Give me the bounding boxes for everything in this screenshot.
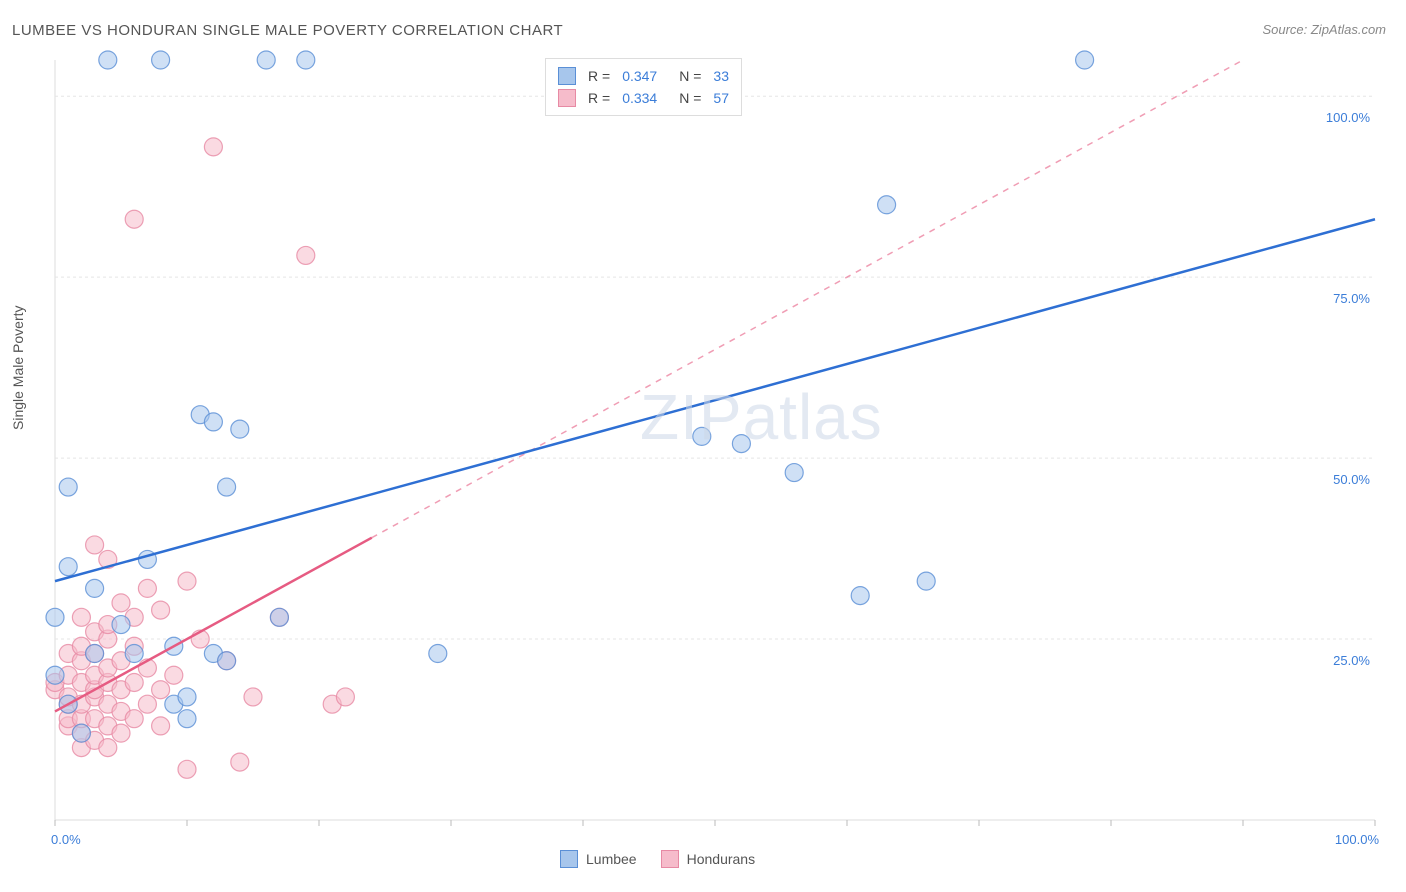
n-value-lumbee: 33 bbox=[713, 68, 729, 84]
legend-item-lumbee: Lumbee bbox=[560, 850, 637, 868]
legend-row-lumbee: R = 0.347 N = 33 bbox=[558, 65, 729, 87]
legend-row-hondurans: R = 0.334 N = 57 bbox=[558, 87, 729, 109]
r-label: R = bbox=[588, 90, 610, 106]
axis-tick-label: 0.0% bbox=[51, 832, 81, 847]
swatch-lumbee bbox=[560, 850, 578, 868]
swatch-hondurans bbox=[661, 850, 679, 868]
chart-area: 25.0%50.0%75.0%100.0%0.0%100.0% bbox=[45, 50, 1385, 840]
chart-title: LUMBEE VS HONDURAN SINGLE MALE POVERTY C… bbox=[12, 22, 563, 39]
axis-tick-label: 75.0% bbox=[1333, 291, 1370, 306]
legend-label: Hondurans bbox=[687, 851, 756, 867]
r-value-lumbee: 0.347 bbox=[622, 68, 657, 84]
r-label: R = bbox=[588, 68, 610, 84]
r-value-hondurans: 0.334 bbox=[622, 90, 657, 106]
n-value-hondurans: 57 bbox=[713, 90, 729, 106]
axis-tick-label: 100.0% bbox=[1326, 110, 1370, 125]
swatch-hondurans bbox=[558, 89, 576, 107]
correlation-legend: R = 0.347 N = 33 R = 0.334 N = 57 bbox=[545, 58, 742, 116]
axis-tick-label: 100.0% bbox=[1335, 832, 1379, 847]
series-legend: Lumbee Hondurans bbox=[560, 850, 755, 868]
n-label: N = bbox=[679, 68, 701, 84]
axis-tick-label: 25.0% bbox=[1333, 653, 1370, 668]
y-axis-label: Single Male Poverty bbox=[10, 305, 26, 430]
source-attribution: Source: ZipAtlas.com bbox=[1262, 22, 1386, 37]
axis-tick-label: 50.0% bbox=[1333, 472, 1370, 487]
legend-item-hondurans: Hondurans bbox=[661, 850, 756, 868]
legend-label: Lumbee bbox=[586, 851, 637, 867]
n-label: N = bbox=[679, 90, 701, 106]
scatter-plot bbox=[45, 50, 1385, 840]
swatch-lumbee bbox=[558, 67, 576, 85]
